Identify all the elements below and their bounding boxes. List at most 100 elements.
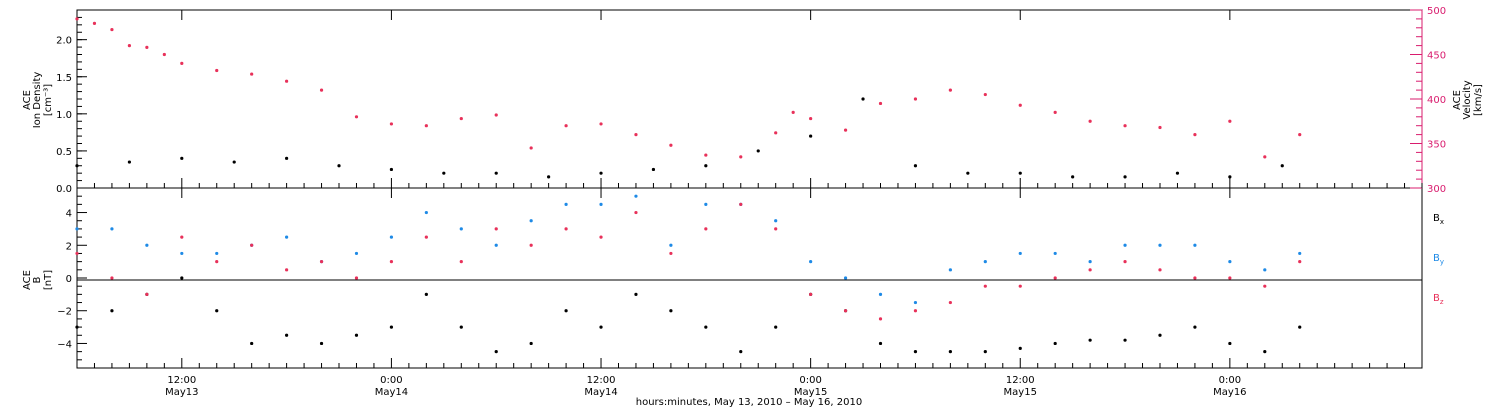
top-ylabel-line1: ACE [22,90,33,110]
top-point [564,124,568,128]
bottom-point [704,227,708,231]
top-point [1018,171,1022,175]
top-point [389,167,394,172]
top-y-axis-title: ACE Ion Density [cm⁻³] [22,72,54,129]
bottom-point [1053,341,1057,346]
bottom-point [1228,276,1232,280]
x-tick-date: May14 [375,387,408,398]
x-tick-time: 12:00 [1006,375,1035,386]
legend-by-sub: y [1440,258,1444,266]
bottom-point [1088,338,1092,342]
bottom-point [774,227,778,231]
bottom-point [948,350,952,354]
top-point [669,143,673,147]
top-point [494,113,498,117]
x-tick-time: 0:00 [799,375,821,386]
bottom-point [250,341,254,346]
bottom-point [145,292,149,296]
bottom-point [1123,260,1127,264]
bottom-y-axis-title: ACE B [nT] [22,270,54,290]
top-y2tick-label: 400 [1427,95,1446,106]
top-point [1228,175,1232,179]
legend-bz-letter: B [1433,293,1440,304]
top-y-axis: 0.0 0.5 1.0 1.5 2.0 [56,16,87,195]
bottom-panel-frame [76,187,1423,369]
top-point [1123,124,1127,128]
bottom-point [1298,325,1302,329]
bottom-point [529,341,533,346]
top-point [75,17,79,21]
bottom-point [878,341,883,346]
bottom-point [564,202,568,206]
bottom-point [878,317,883,321]
top-point [110,27,114,32]
top-point [215,68,219,73]
x-tick-date: May16 [1213,387,1246,398]
bottom-point [215,260,219,264]
top-point [180,156,184,160]
bottom-point [599,325,603,329]
top-point [1053,110,1057,114]
bottom-point [1088,260,1092,264]
bottom-ylabel-line1: ACE [22,270,33,290]
top-point [809,116,813,121]
bottom-point [494,243,498,247]
bottom-point [459,227,463,231]
x-tick-time: 0:00 [380,375,402,386]
x-tick-date: May14 [584,387,617,398]
bottom-point [494,227,498,231]
bottom-point [459,260,463,264]
x-tick-time: 0:00 [1219,375,1241,386]
bottom-point [285,235,289,239]
bottom-point [843,276,848,280]
top-point [127,44,132,48]
bottom-point [1193,243,1197,247]
bottom-point [669,251,673,256]
top-point [1018,103,1022,107]
bottom-point [1018,346,1022,350]
top-point [756,149,760,153]
bottom-point [389,260,394,264]
bottom-point [948,268,952,272]
top-point [459,116,463,121]
top-point [1071,175,1075,179]
bottom-point [1228,341,1232,346]
bottom-point [983,260,987,264]
top-point [250,72,254,76]
top-point [774,131,778,135]
top-point [442,171,446,175]
top-point [651,167,656,172]
top-point [1228,119,1232,123]
bottom-point [913,300,918,305]
top-point [232,160,236,164]
top-point [529,146,533,150]
legend-bx-letter: B [1433,213,1440,224]
top-ytick-label: 1.5 [56,73,72,84]
bottom-point [774,325,778,329]
x-tick-time: 12:00 [167,375,196,386]
top-point [913,97,918,101]
top-point [599,122,603,126]
bottom-point [983,284,987,288]
top-point [354,115,359,119]
top-point [843,128,848,132]
top-point [389,122,394,126]
bottom-series-Bz [75,202,1302,321]
bottom-point [599,202,603,206]
top-point [1280,164,1284,168]
top-point [180,61,184,65]
top-point [809,134,813,138]
bottom-ytick-label: −2 [57,307,72,318]
bottom-point [634,194,638,198]
bottom-point [704,202,708,206]
bottom-point [913,350,918,354]
bottom-point [948,300,952,305]
bottom-point [215,251,219,256]
bottom-ytick-label: 0 [66,274,72,285]
bottom-point [459,325,463,329]
bottom-point [424,235,428,239]
top-point [634,133,638,137]
bottom-point [75,325,79,329]
top-point [913,164,918,168]
